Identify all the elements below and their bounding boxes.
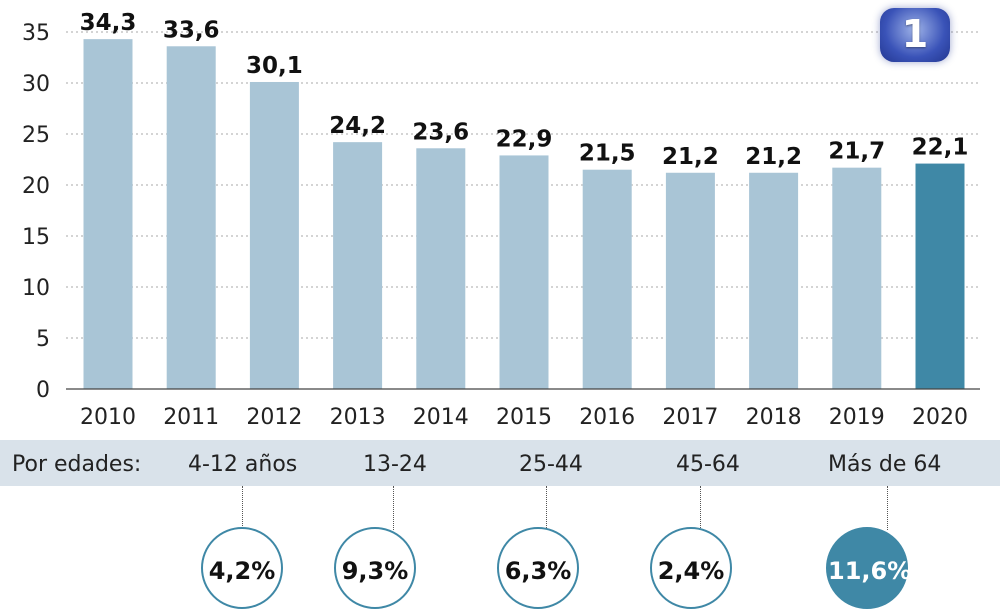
age-value-circle-4-12: 4,2% [201,527,283,609]
age-value: 2,4% [657,557,725,585]
y-tick-label: 10 [22,276,50,301]
bar [333,142,383,389]
age-value-circle-over-64: 11,6% [826,527,912,609]
y-tick-label: 0 [36,378,50,403]
channel-logo: 1 [880,8,950,62]
bar-value-label: 34,3 [80,10,137,36]
age-groups-band [0,440,1000,486]
x-tick-label: 2018 [746,405,802,430]
channel-logo-text: 1 [901,12,929,56]
age-value: 4,2% [208,557,276,585]
bar [499,155,549,389]
x-tick-label: 2014 [413,405,469,430]
bar [915,163,965,389]
bar [582,169,632,389]
y-tick-label: 30 [22,72,50,97]
x-tick-label: 2012 [246,405,302,430]
age-group-label-over-64: Más de 64 [828,452,942,477]
bar [665,172,715,389]
age-group-label-4-12: 4-12 años [188,452,298,477]
x-tick-label: 2010 [80,405,136,430]
age-connector-line [393,486,394,530]
x-tick-label: 2015 [496,405,552,430]
bar-value-label: 23,6 [412,119,469,145]
age-value: 6,3% [504,557,572,585]
y-tick-label: 25 [22,123,50,148]
bar [83,39,133,389]
age-connector-line [700,486,701,530]
x-tick-label: 2019 [829,405,885,430]
age-connector-line [546,486,547,530]
age-value-circle-13-24: 9,3% [334,527,416,609]
bar [416,148,466,389]
bar-value-label: 21,2 [745,144,802,170]
bar [166,46,216,389]
age-connector-line [887,486,888,530]
age-connector-line [242,486,243,530]
age-value: 9,3% [341,557,409,585]
age-group-label-45-64: 45-64 [676,452,740,477]
x-tick-label: 2011 [163,405,219,430]
bar [832,167,882,389]
age-group-label-25-44: 25-44 [519,452,583,477]
bar-value-label: 22,9 [496,126,553,152]
bar-value-label: 33,6 [163,17,220,43]
x-tick-label: 2020 [912,405,968,430]
x-tick-label: 2016 [579,405,635,430]
bar-value-label: 30,1 [246,53,303,79]
age-value-circle-25-44: 6,3% [497,527,579,609]
bar-value-label: 21,7 [828,139,885,165]
age-groups-title: Por edades: [12,452,142,477]
y-tick-label: 15 [22,225,50,250]
bar-chart: 0 5 10 15 20 25 30 35 34,3 2010 33,6 2011 30,1 2012 24… [22,10,980,430]
bar-value-label: 24,2 [329,113,386,139]
bar-value-label: 22,1 [912,135,969,161]
bar-value-label: 21,5 [579,141,636,167]
bar [749,172,799,389]
y-tick-label: 35 [22,21,50,46]
age-value: 11,6% [828,557,912,585]
age-value-circle-45-64: 2,4% [650,527,732,609]
bar [249,81,299,389]
y-tick-label: 20 [22,174,50,199]
bar-value-label: 21,2 [662,144,719,170]
x-tick-label: 2017 [662,405,718,430]
y-tick-label: 5 [36,327,50,352]
age-group-label-13-24: 13-24 [363,452,427,477]
x-tick-label: 2013 [330,405,386,430]
